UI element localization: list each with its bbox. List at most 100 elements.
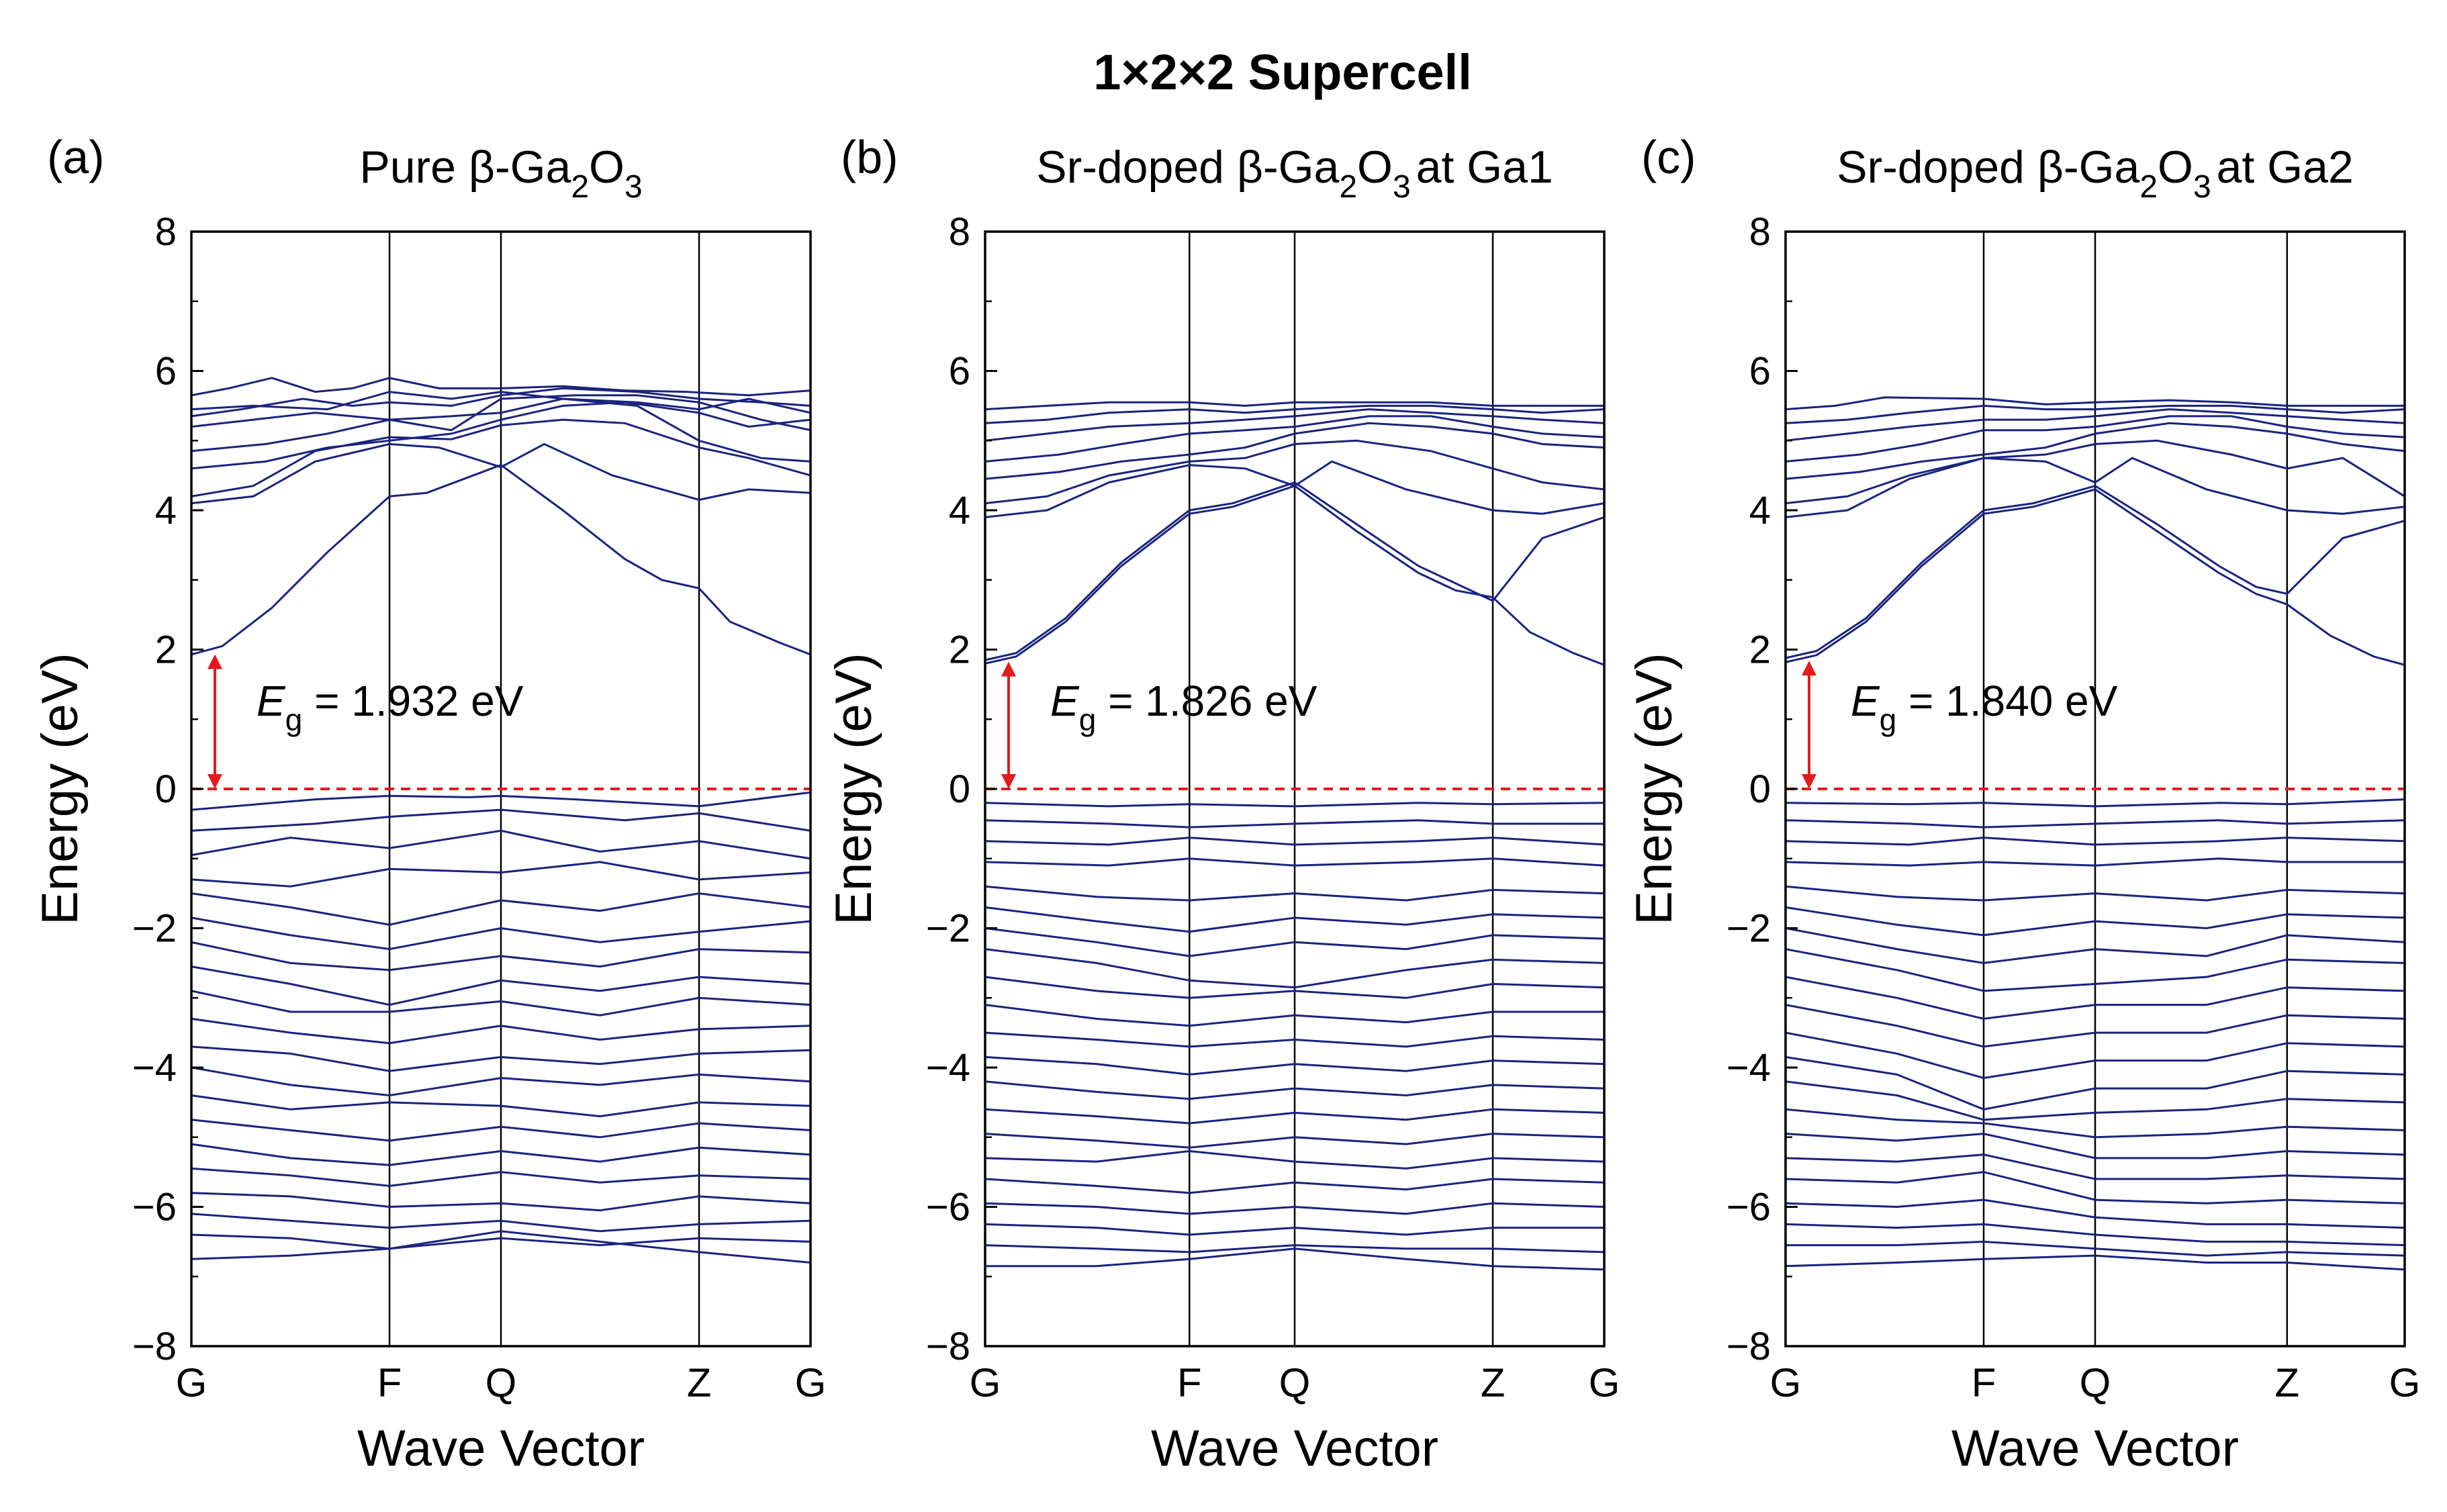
valence-band-line (1786, 1133, 2405, 1160)
valence-band-line (1786, 857, 2405, 867)
conduction-band-line (191, 391, 811, 414)
bands (1786, 396, 2405, 1271)
y-tick-label: 6 (155, 350, 177, 393)
valence-band-line (1786, 1240, 2405, 1257)
valence-band-line (1786, 927, 2405, 964)
valence-band-line (1786, 1153, 2405, 1180)
x-tick-label: Z (2274, 1360, 2299, 1405)
y-tick-label: 2 (949, 628, 970, 672)
valence-band-line (985, 1247, 1604, 1271)
y-tick-label: 6 (949, 350, 970, 393)
y-tick-label: −2 (926, 907, 970, 951)
valence-band-line (985, 857, 1604, 867)
x-tick-label: G (1589, 1360, 1620, 1405)
valence-band-line (1786, 1171, 2405, 1204)
conduction-band-line (985, 408, 1604, 442)
x-axis-label: Wave Vector (1151, 1420, 1438, 1477)
x-tick-label: G (1770, 1360, 1802, 1405)
x-tick-label: Z (1481, 1360, 1506, 1405)
x-axis-label: Wave Vector (357, 1420, 645, 1477)
valence-band-line (191, 808, 811, 832)
panel-title: Pure β-Ga2O3 (359, 142, 642, 205)
y-tick-label: −6 (1726, 1186, 1771, 1229)
x-tick-label: Q (486, 1360, 517, 1405)
y-tick-label: −6 (926, 1186, 970, 1229)
conduction-band-line (1786, 488, 2405, 666)
conduction-band-line (191, 394, 811, 432)
y-tick-label: 8 (1749, 210, 1771, 254)
x-tick-label: F (377, 1360, 402, 1405)
valence-band-line (985, 802, 1604, 808)
conduction-band-line (985, 481, 1604, 661)
conduction-band-line (191, 418, 811, 498)
y-tick-label: 6 (1749, 350, 1771, 393)
panel-2: Eg = 1.826 eV −8 −6 −4 −2 0 2 4 6 8 G F Q Z G Wave Vect… (825, 131, 1620, 1477)
x-tick-label: F (1177, 1360, 1202, 1405)
y-tick-label: 4 (155, 489, 177, 532)
y-tick-label: −6 (132, 1186, 177, 1229)
valence-band-line (191, 1233, 811, 1250)
conduction-band-line (191, 377, 811, 397)
valence-band-line (1786, 948, 2405, 992)
conduction-band-line (1786, 404, 2405, 424)
valence-band-line (191, 861, 811, 888)
panel-label: (c) (1641, 131, 1696, 183)
conduction-band-line (191, 463, 811, 656)
x-tick-label: G (795, 1360, 827, 1405)
valence-band-line (985, 885, 1604, 902)
valence-band-line (985, 1055, 1604, 1076)
y-tick-label: 2 (155, 628, 177, 672)
y-tick-label: −8 (132, 1325, 177, 1368)
x-tick-label: F (1972, 1360, 1996, 1405)
valence-band-line (1786, 798, 2405, 808)
panel-3: Eg = 1.840 eV −8 −6 −4 −2 0 2 4 6 8 G F Q Z G Wave Vect… (1626, 131, 2420, 1477)
bands (191, 377, 811, 1264)
conduction-band-line (191, 387, 811, 418)
valence-band-line (191, 892, 811, 926)
conduction-band-line (1786, 408, 2405, 442)
valence-band-line (1786, 885, 2405, 902)
y-tick-label: −8 (926, 1325, 970, 1368)
conduction-band-line (191, 397, 811, 463)
valence-band-line (985, 927, 1604, 957)
y-tick-label: 8 (155, 210, 177, 254)
x-tick-label: Q (2080, 1360, 2111, 1405)
valence-band-line (1786, 1080, 2405, 1121)
y-tick-label: −2 (1726, 907, 1771, 951)
y-axis-label: Energy (eV) (1626, 653, 1683, 925)
y-tick-label: −4 (1726, 1046, 1771, 1090)
conduction-band-line (985, 415, 1604, 463)
valence-band-line (985, 1223, 1604, 1236)
conduction-band-line (1786, 485, 2405, 659)
panel-1: Eg = 1.932 eV −8 −6 −4 −2 0 2 4 6 8 G F Q Z G Wave Vect… (32, 131, 826, 1477)
valence-band-line (985, 1031, 1604, 1048)
x-axis-label: Wave Vector (1951, 1420, 2239, 1477)
y-tick-label: −2 (132, 907, 177, 951)
conduction-band-line (191, 442, 811, 505)
panel-title: Sr-doped β-Ga2O3 at Ga2 (1837, 142, 2354, 205)
valence-band-line (191, 941, 811, 972)
valence-band-line (1786, 1254, 2405, 1271)
valence-band-line (191, 1066, 811, 1097)
x-tick-label: Z (687, 1360, 712, 1405)
x-tick-label: G (970, 1360, 1001, 1405)
valence-band-line (1786, 837, 2405, 846)
valence-band-line (191, 916, 811, 951)
conduction-band-line (191, 401, 811, 470)
valence-band-line (985, 976, 1604, 999)
conduction-band-line (1786, 439, 2405, 505)
figure-title: 1×2×2 Supercell (1093, 44, 1472, 100)
valence-band-line (985, 1149, 1604, 1170)
valence-band-line (985, 1244, 1604, 1254)
band-gap-arrowhead-top (1802, 661, 1816, 676)
y-tick-label: 0 (155, 767, 177, 811)
valence-band-line (1786, 976, 2405, 1020)
conduction-band-line (1786, 396, 2405, 411)
conduction-band-line (1786, 415, 2405, 463)
valence-band-line (985, 1178, 1604, 1194)
panel-label: (b) (841, 131, 898, 183)
bands (985, 401, 1604, 1271)
y-tick-label: 0 (1749, 767, 1771, 811)
valence-band-line (985, 837, 1604, 846)
